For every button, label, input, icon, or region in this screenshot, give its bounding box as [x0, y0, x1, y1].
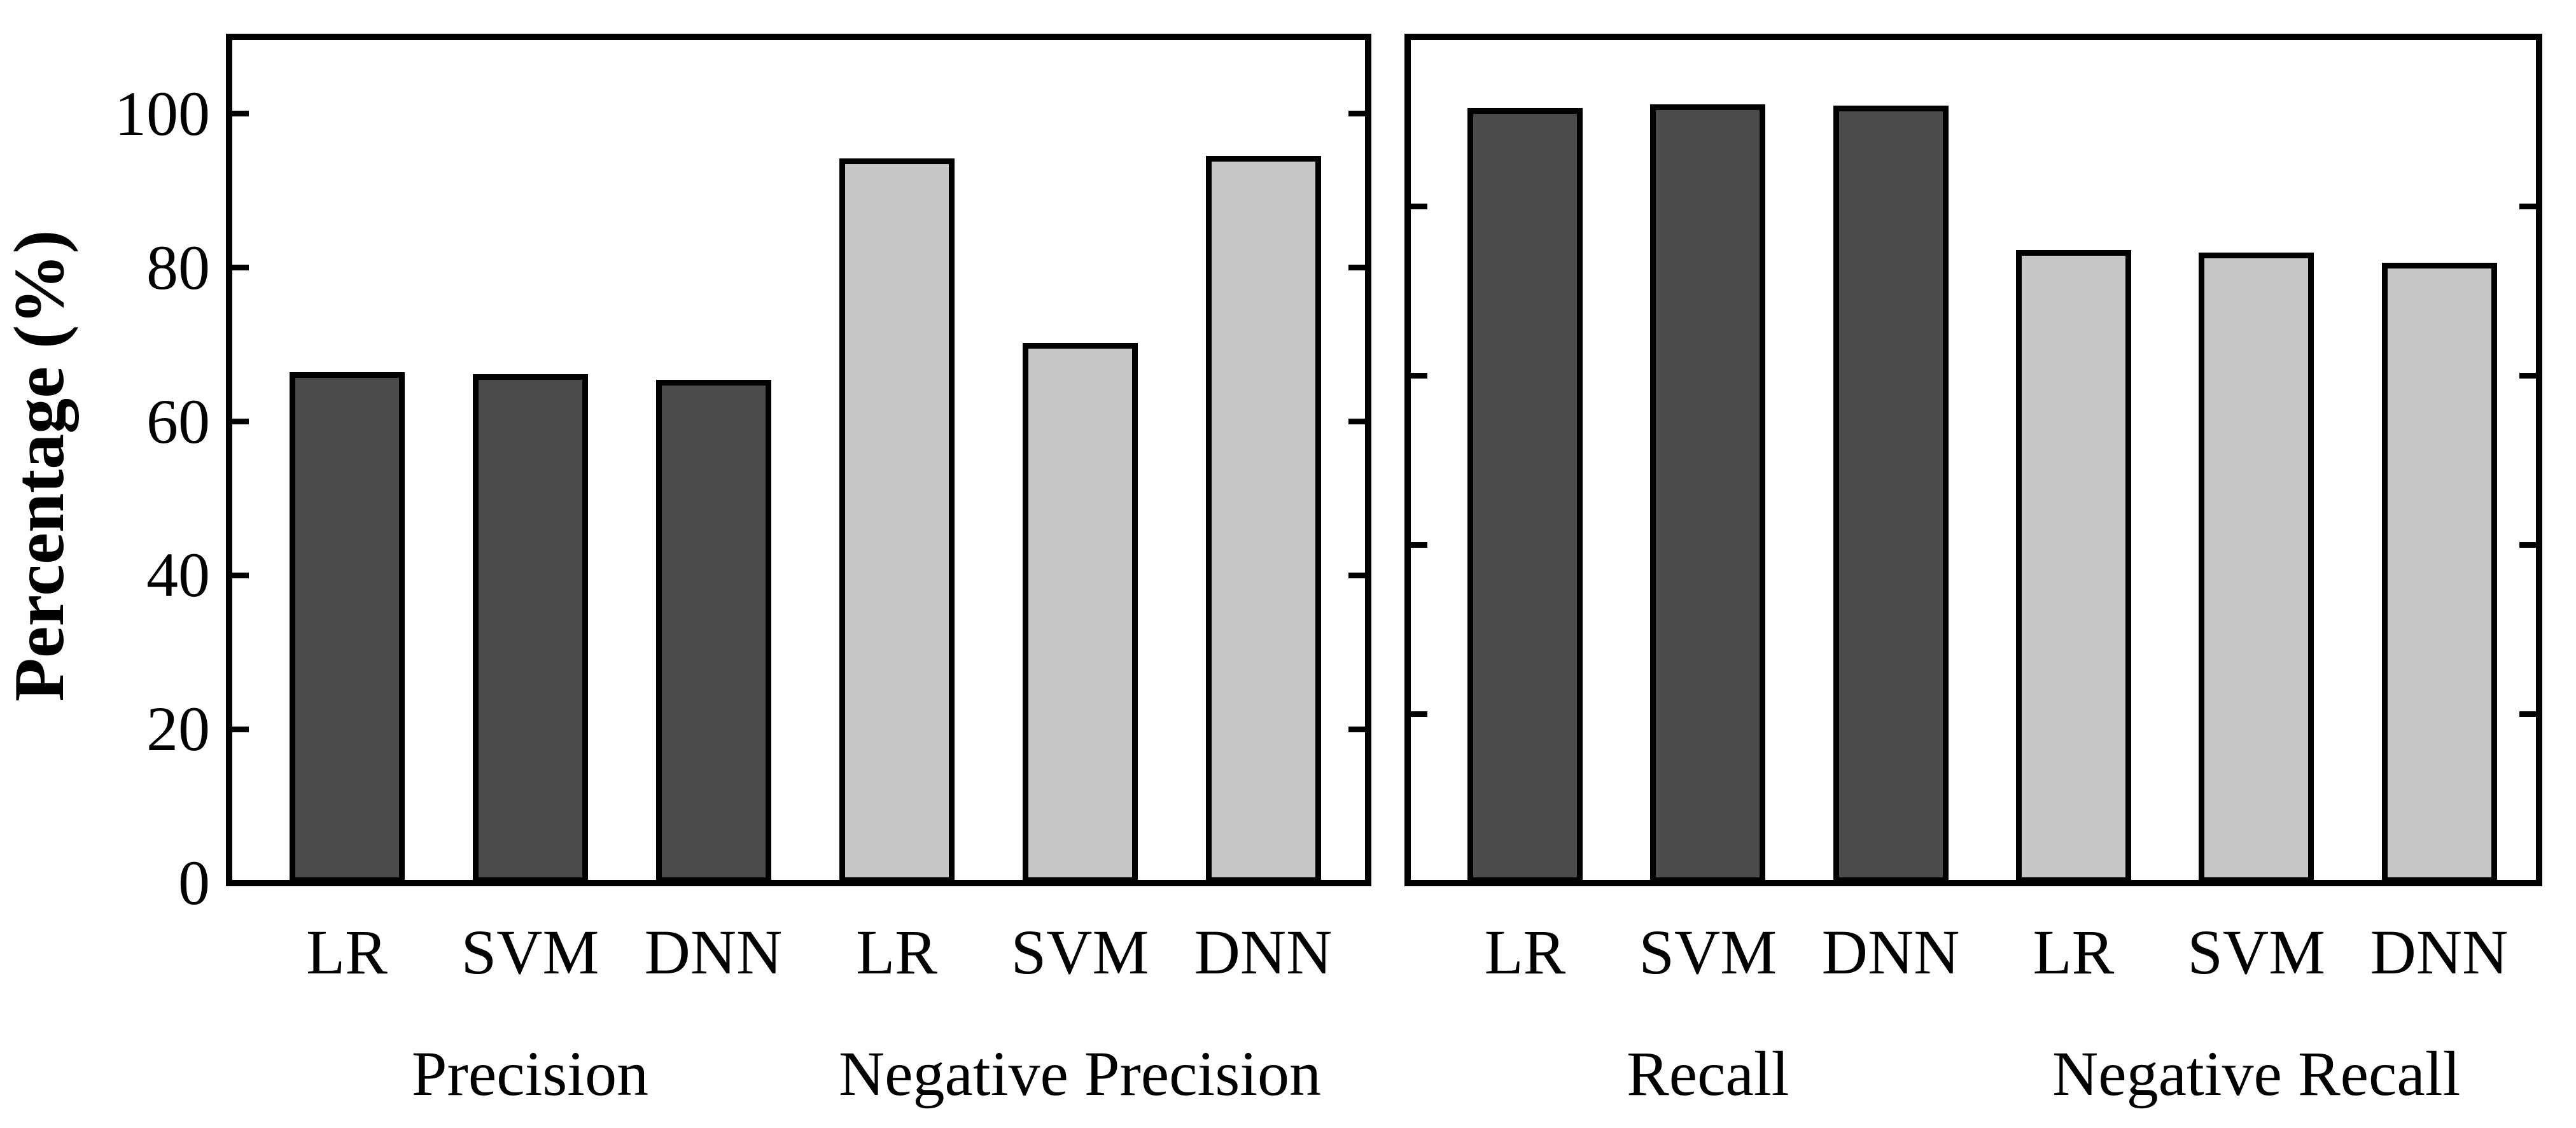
y-tick-label-20: 20 — [146, 693, 210, 765]
y-tick-left-left-60 — [232, 419, 249, 425]
y-tick-left-right-100 — [1348, 111, 1365, 117]
y-tick-right-right-60 — [2519, 372, 2536, 379]
x-tick-label-left-2-dnn: DNN — [644, 917, 783, 987]
x-tick-label-right-2-dnn: DNN — [1821, 917, 1960, 987]
y-tick-left-right-40 — [1348, 572, 1365, 578]
x-tick-label-left-0-lr: LR — [306, 917, 388, 987]
group-label-negative-precision: Negative Precision — [838, 1038, 1322, 1109]
bar-recall-lr — [1467, 108, 1583, 883]
group-label-precision: Precision — [411, 1038, 649, 1109]
y-tick-right-right-20 — [2519, 711, 2536, 717]
y-tick-right-left-20 — [1411, 711, 1427, 717]
y-tick-right-left-80 — [1411, 203, 1427, 209]
y-tick-label-40: 40 — [146, 540, 210, 611]
y-tick-label-0: 0 — [178, 847, 210, 918]
bar-negative-precision-svm — [1022, 342, 1138, 883]
y-tick-label-60: 60 — [146, 386, 210, 457]
y-tick-right-right-40 — [2519, 541, 2536, 548]
y-tick-left-left-80 — [232, 265, 249, 271]
y-tick-right-left-40 — [1411, 541, 1427, 548]
y-tick-left-left-20 — [232, 726, 249, 732]
group-label-recall: Recall — [1627, 1038, 1789, 1109]
bar-negative-recall-svm — [2199, 253, 2314, 883]
y-tick-right-right-80 — [2519, 203, 2536, 209]
bar-recall-dnn — [1833, 105, 1949, 883]
bar-negative-recall-dnn — [2381, 263, 2497, 883]
x-tick-label-right-3-lr: LR — [2033, 917, 2115, 987]
panel-left-frame — [226, 34, 1371, 886]
x-tick-label-right-5-dnn: DNN — [2370, 917, 2509, 987]
x-tick-label-right-0-lr: LR — [1484, 917, 1566, 987]
bar-negative-precision-dnn — [1205, 156, 1321, 883]
group-label-negative-recall: Negative Recall — [2052, 1038, 2461, 1109]
panel-right-frame — [1404, 34, 2542, 886]
bar-precision-lr — [289, 372, 405, 883]
bar-precision-svm — [472, 374, 588, 883]
x-tick-label-left-5-dnn: DNN — [1194, 917, 1333, 987]
bar-recall-svm — [1650, 104, 1766, 883]
bar-negative-precision-lr — [839, 158, 955, 883]
x-tick-label-right-4-svm: SVM — [2187, 917, 2326, 987]
y-tick-left-left-100 — [232, 111, 249, 117]
y-tick-left-left-40 — [232, 572, 249, 578]
bar-negative-recall-lr — [2015, 250, 2131, 883]
y-tick-right-left-60 — [1411, 372, 1427, 379]
x-tick-label-left-1-svm: SVM — [461, 917, 599, 987]
y-tick-left-right-20 — [1348, 726, 1365, 732]
y-tick-label-100: 100 — [115, 78, 210, 149]
y-tick-left-right-80 — [1348, 265, 1365, 271]
y-tick-left-right-60 — [1348, 419, 1365, 425]
x-tick-label-left-3-lr: LR — [856, 917, 937, 987]
y-tick-label-80: 80 — [146, 232, 210, 303]
x-tick-label-left-4-svm: SVM — [1011, 917, 1149, 987]
x-tick-label-right-1-svm: SVM — [1639, 917, 1777, 987]
